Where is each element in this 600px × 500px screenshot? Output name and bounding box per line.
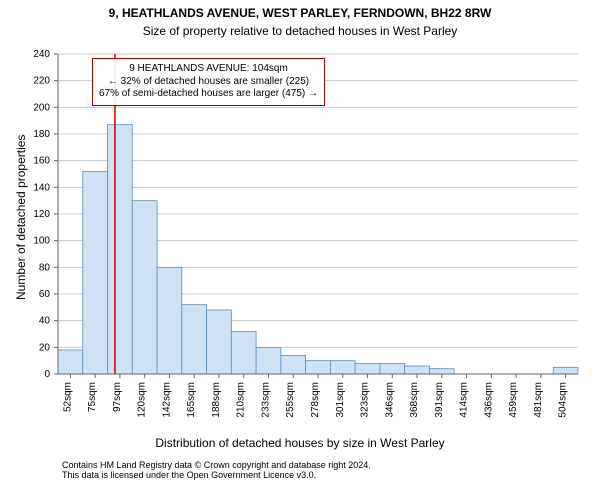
svg-text:210sqm: 210sqm <box>236 382 247 418</box>
page-title: 9, HEATHLANDS AVENUE, WEST PARLEY, FERND… <box>0 6 600 20</box>
svg-text:240: 240 <box>33 49 50 60</box>
svg-text:40: 40 <box>39 316 51 327</box>
footer-line1: Contains HM Land Registry data © Crown c… <box>62 460 371 470</box>
svg-text:188sqm: 188sqm <box>211 382 222 418</box>
title-line1: 9, HEATHLANDS AVENUE, WEST PARLEY, FERND… <box>109 6 492 20</box>
svg-text:97sqm: 97sqm <box>112 382 123 412</box>
svg-text:278sqm: 278sqm <box>310 382 321 418</box>
y-axis-label: Number of detached properties <box>14 135 28 300</box>
annotation-line1: 9 HEATHLANDS AVENUE: 104sqm <box>99 63 318 76</box>
svg-text:142sqm: 142sqm <box>161 382 172 418</box>
annotation-box: 9 HEATHLANDS AVENUE: 104sqm ← 32% of det… <box>92 58 325 106</box>
svg-text:20: 20 <box>39 342 51 353</box>
svg-text:436sqm: 436sqm <box>483 382 494 418</box>
page-subtitle: Size of property relative to detached ho… <box>0 24 600 38</box>
svg-text:346sqm: 346sqm <box>384 382 395 418</box>
svg-text:140: 140 <box>33 182 50 193</box>
svg-text:323sqm: 323sqm <box>360 382 371 418</box>
footer-line2: This data is licensed under the Open Gov… <box>62 470 371 480</box>
svg-text:220: 220 <box>33 76 50 87</box>
svg-text:504sqm: 504sqm <box>558 382 569 418</box>
svg-text:368sqm: 368sqm <box>409 382 420 418</box>
svg-text:60: 60 <box>39 289 51 300</box>
svg-text:75sqm: 75sqm <box>87 382 98 412</box>
svg-text:100: 100 <box>33 236 50 247</box>
svg-text:391sqm: 391sqm <box>434 382 445 418</box>
annotation-line3: 67% of semi-detached houses are larger (… <box>99 88 318 101</box>
svg-text:0: 0 <box>44 369 50 380</box>
svg-text:255sqm: 255sqm <box>285 382 296 418</box>
svg-text:165sqm: 165sqm <box>186 382 197 418</box>
svg-text:200: 200 <box>33 102 50 113</box>
svg-text:80: 80 <box>39 262 51 273</box>
svg-text:414sqm: 414sqm <box>459 382 470 418</box>
svg-text:120sqm: 120sqm <box>137 382 148 418</box>
svg-text:120: 120 <box>33 209 50 220</box>
svg-text:459sqm: 459sqm <box>508 382 519 418</box>
svg-text:180: 180 <box>33 129 50 140</box>
svg-text:233sqm: 233sqm <box>260 382 271 418</box>
footer: Contains HM Land Registry data © Crown c… <box>62 460 371 480</box>
svg-text:481sqm: 481sqm <box>533 382 544 418</box>
x-axis-label: Distribution of detached houses by size … <box>0 436 600 450</box>
annotation-line2: ← 32% of detached houses are smaller (22… <box>99 76 318 89</box>
title-line2: Size of property relative to detached ho… <box>143 24 458 38</box>
svg-text:52sqm: 52sqm <box>62 382 73 412</box>
chart-container: 9, HEATHLANDS AVENUE, WEST PARLEY, FERND… <box>0 0 600 500</box>
svg-text:160: 160 <box>33 156 50 167</box>
svg-text:301sqm: 301sqm <box>335 382 346 418</box>
